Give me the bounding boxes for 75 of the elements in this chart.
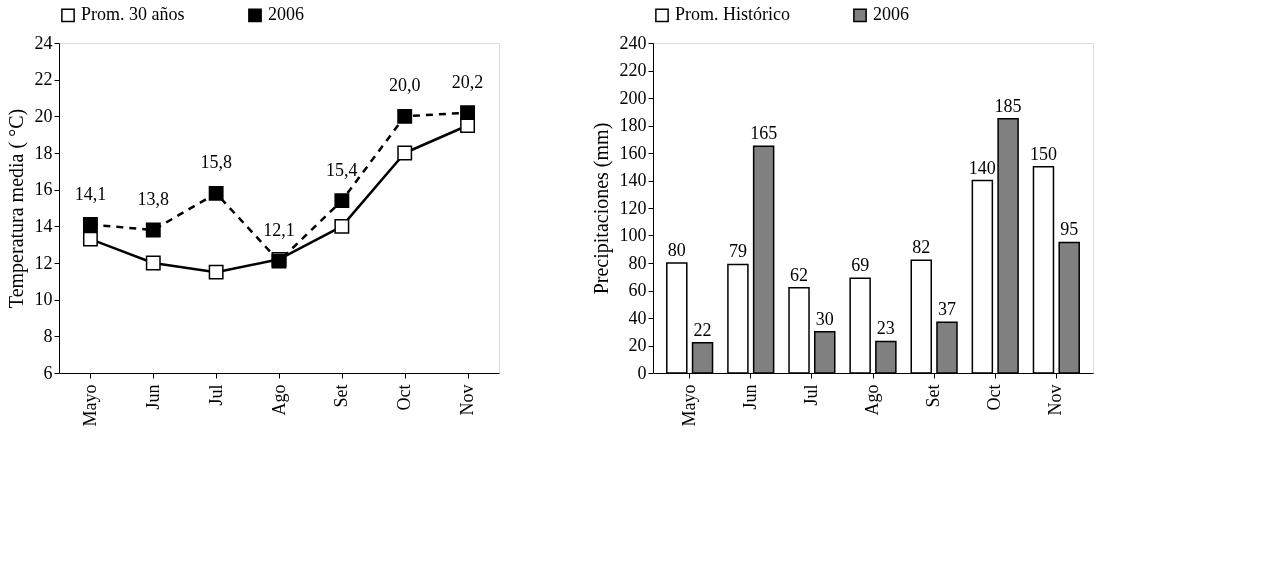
y-tick-label: 24 xyxy=(34,32,53,53)
y-tick-label: 16 xyxy=(34,179,53,200)
data-label: 13,8 xyxy=(137,189,170,209)
data-label: 82 xyxy=(912,237,931,258)
data-label: 15,4 xyxy=(326,159,358,180)
data-label: 185 xyxy=(994,95,1022,116)
y-tick-label: 6 xyxy=(43,362,53,383)
point xyxy=(334,193,350,209)
x-tick-label: Ago xyxy=(268,384,289,416)
point xyxy=(145,222,161,238)
y-tick-label: 40 xyxy=(628,307,647,328)
data-label: 12,1 xyxy=(263,220,295,241)
x-tick-label: Oct xyxy=(394,384,415,411)
data-label: 37 xyxy=(937,299,956,320)
data-label: 20,0 xyxy=(388,75,421,96)
x-tick-label: Jul xyxy=(800,384,821,406)
data-label: 62 xyxy=(790,264,809,285)
y-tick-label: 100 xyxy=(619,225,647,245)
y-axis-title: Temperatura media ( °C) xyxy=(4,108,28,309)
y-tick-label: 80 xyxy=(628,252,647,273)
legend-label: 2006 xyxy=(268,4,304,25)
y-tick-label: 120 xyxy=(619,197,647,218)
data-label: 15,8 xyxy=(200,152,232,173)
data-label: 79 xyxy=(728,241,747,262)
x-tick-label: Nov xyxy=(1045,384,1066,416)
point xyxy=(145,255,161,271)
y-tick-label: 220 xyxy=(619,60,647,80)
data-label: 140 xyxy=(968,157,996,178)
y-tick-label: 200 xyxy=(619,87,647,108)
y-tick-label: 14 xyxy=(34,215,53,236)
legend-label: 2006 xyxy=(873,4,909,25)
y-tick-label: 180 xyxy=(619,115,647,135)
x-tick-label: Nov xyxy=(457,384,478,416)
y-tick-label: 0 xyxy=(637,362,647,383)
x-tick-label: Set xyxy=(331,384,352,408)
data-label: 23 xyxy=(876,318,895,339)
point xyxy=(208,264,224,280)
point xyxy=(334,218,350,234)
data-label: 20,2 xyxy=(451,71,484,92)
y-tick-label: 240 xyxy=(619,32,647,53)
data-label: 30 xyxy=(815,308,834,329)
y-tick-label: 12 xyxy=(34,252,53,273)
point xyxy=(208,185,224,201)
y-tick-label: 18 xyxy=(34,142,53,163)
y-tick-label: 60 xyxy=(628,280,647,300)
y-axis-title: Precipitaciones (mm) xyxy=(589,122,613,295)
point xyxy=(397,145,413,161)
point xyxy=(82,231,98,247)
data-label: 150 xyxy=(1029,143,1057,164)
point xyxy=(460,105,476,121)
legend-label: Prom. 30 años xyxy=(81,4,185,25)
x-tick-label: Oct xyxy=(984,384,1005,411)
y-tick-label: 10 xyxy=(34,289,53,310)
y-tick-label: 8 xyxy=(43,325,53,346)
x-tick-label: Ago xyxy=(862,384,882,416)
y-tick-label: 22 xyxy=(34,69,53,90)
point xyxy=(397,108,413,124)
x-tick-label: Jul xyxy=(205,384,226,406)
x-tick-label: Mayo xyxy=(678,384,699,427)
y-tick-label: 160 xyxy=(619,142,647,163)
y-tick-label: 20 xyxy=(628,335,647,355)
legend-label: Prom. Histórico xyxy=(675,4,790,25)
x-tick-label: Jun xyxy=(739,384,760,410)
x-tick-label: Mayo xyxy=(79,384,100,427)
point xyxy=(82,217,98,232)
data-label: 14,1 xyxy=(74,183,107,204)
data-label: 22 xyxy=(693,319,712,340)
data-label: 165 xyxy=(750,123,778,144)
data-label: 95 xyxy=(1060,219,1079,240)
y-tick-label: 20 xyxy=(34,105,53,126)
data-label: 80 xyxy=(667,240,686,260)
y-tick-label: 140 xyxy=(619,170,647,190)
data-label: 69 xyxy=(851,255,870,276)
x-tick-label: Jun xyxy=(142,384,163,410)
x-tick-label: Set xyxy=(923,384,944,408)
